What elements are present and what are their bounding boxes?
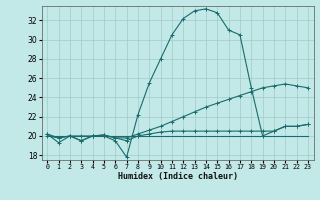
X-axis label: Humidex (Indice chaleur): Humidex (Indice chaleur) bbox=[118, 172, 237, 181]
